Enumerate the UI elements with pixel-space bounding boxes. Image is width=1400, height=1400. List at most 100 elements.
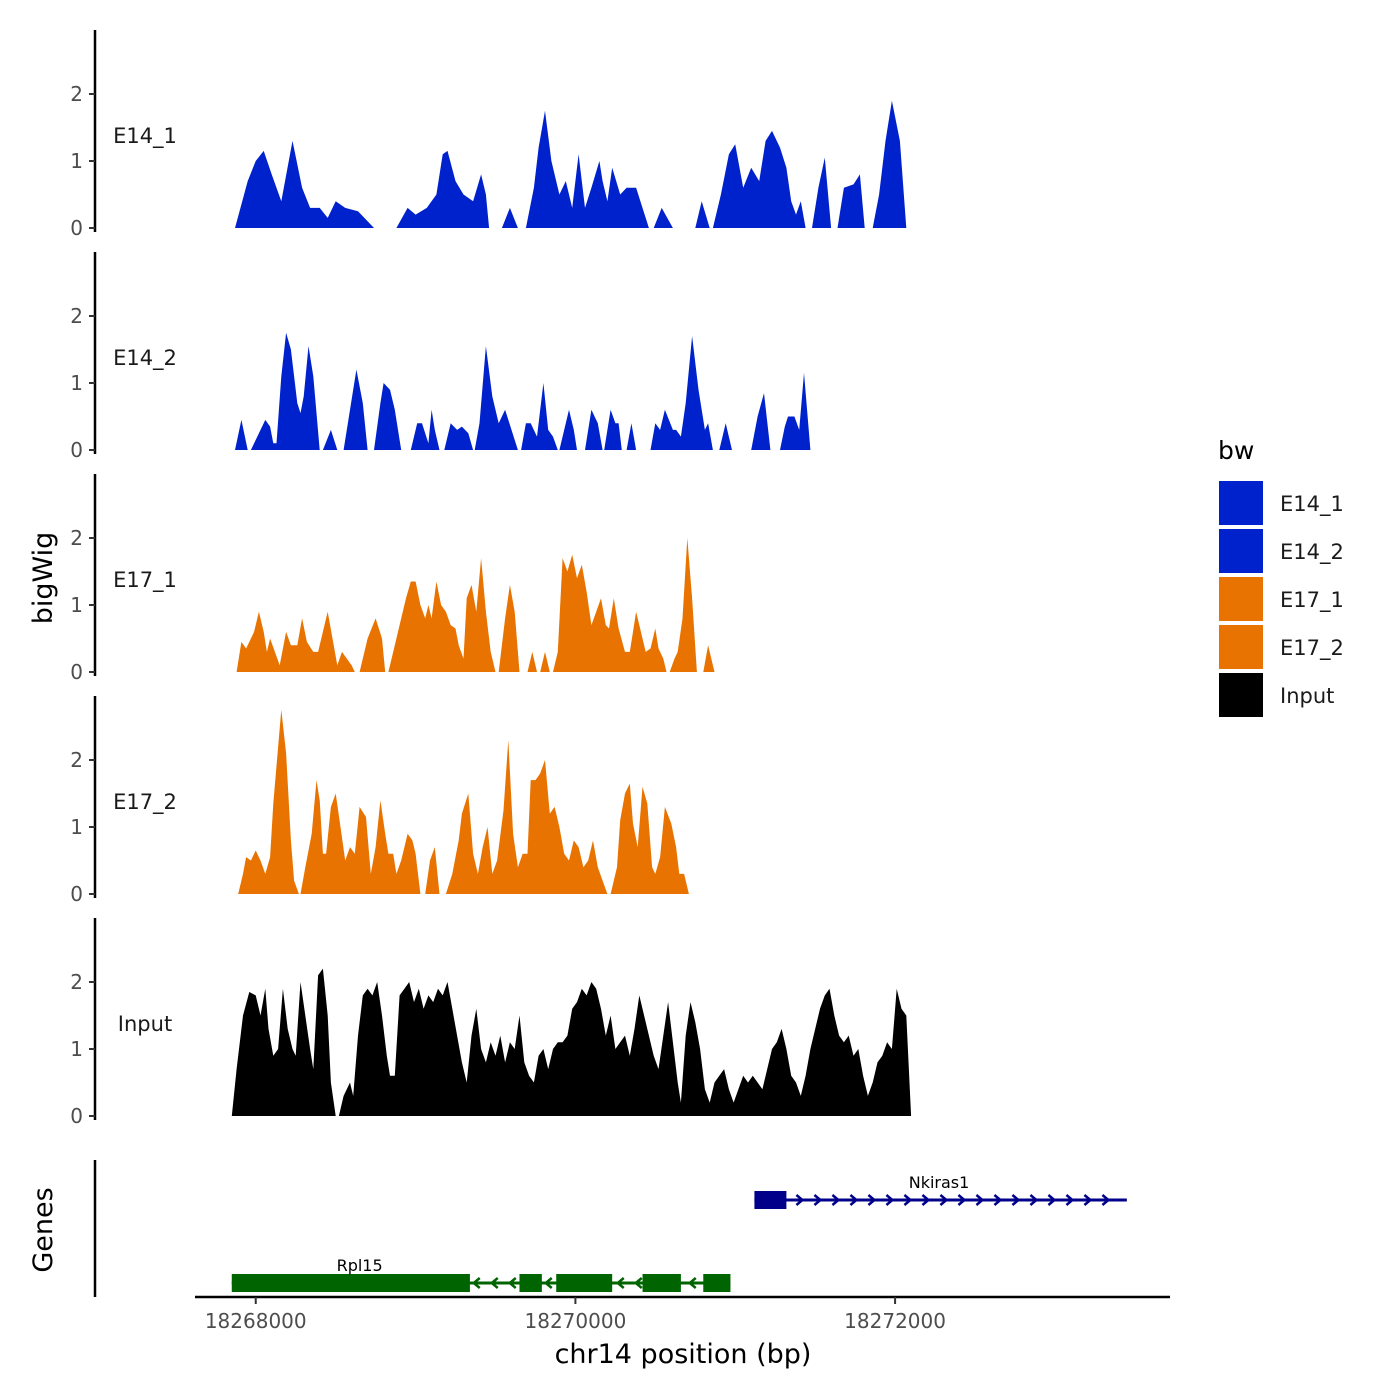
track-e14-2: 0 1 2 E14_2 — [70, 252, 811, 462]
strand-arrow — [1065, 1194, 1075, 1206]
signal-area — [498, 584, 520, 672]
strand-arrow — [1083, 1194, 1093, 1206]
strand-arrow — [903, 1194, 913, 1206]
signal-area — [396, 150, 490, 228]
signal-area — [604, 409, 622, 450]
legend: bw E14_1 E14_2 E17_1 E17_2 Input — [1218, 436, 1344, 717]
y-tick-label: 0 — [70, 1104, 83, 1128]
y-tick-label: 0 — [70, 660, 83, 684]
signal-area — [231, 968, 336, 1116]
exon — [519, 1274, 542, 1292]
signal-area — [445, 739, 608, 894]
x-axis: 18268000 18270000 18272000 — [195, 1295, 1170, 1333]
signal-area — [559, 409, 577, 450]
genes-axis-title: Genes — [28, 1187, 59, 1272]
signal-area — [501, 207, 518, 228]
signal-area — [410, 409, 440, 450]
strand-arrow — [831, 1194, 841, 1206]
signal-area — [653, 207, 673, 228]
y-tick-label: 1 — [70, 815, 83, 839]
track-e14-1: 0 1 2 E14_1 — [70, 30, 907, 240]
signal-area — [525, 110, 649, 228]
exon — [642, 1274, 681, 1292]
strand-arrow — [1047, 1194, 1057, 1206]
x-tick-label: 18268000 — [205, 1309, 307, 1333]
y-tick-label: 2 — [70, 304, 83, 328]
strand-arrow — [543, 1277, 553, 1289]
signal-area — [626, 423, 637, 450]
signal-area — [585, 409, 603, 450]
signal-area — [812, 157, 832, 228]
strand-arrow — [867, 1194, 877, 1206]
track-label: E14_2 — [113, 346, 177, 371]
signal-area — [527, 651, 537, 672]
signal-area — [872, 100, 907, 228]
strand-arrow — [471, 1277, 481, 1289]
signal-area — [338, 982, 912, 1116]
signal-area — [751, 393, 771, 450]
strand-arrow — [795, 1194, 805, 1206]
tracks-layer: 0 1 2 E14_1 0 1 2 E14_2 0 1 2 E17_1 0 1 2 E17_2 0 1 2 Input — [70, 30, 912, 1128]
y-tick-label: 2 — [70, 526, 83, 550]
track-label: E17_1 — [113, 568, 177, 593]
y-tick-label: 1 — [70, 149, 83, 173]
gene-nkiras1: Nkiras1 — [754, 1173, 1127, 1209]
signal-area — [374, 383, 402, 450]
strand-arrow — [1029, 1194, 1039, 1206]
signal-area — [425, 847, 440, 894]
legend-key — [1219, 481, 1263, 525]
y-tick-label: 2 — [70, 748, 83, 772]
signal-area — [610, 783, 689, 894]
gene-label: Rpl15 — [337, 1256, 383, 1275]
strand-arrow — [489, 1277, 499, 1289]
gene-rpl15: Rpl15 — [231, 1256, 731, 1292]
y-tick-label: 2 — [70, 970, 83, 994]
signal-area — [322, 429, 338, 450]
legend-key — [1219, 625, 1263, 669]
track-input: 0 1 2 Input — [70, 918, 912, 1128]
track-e17-2: 0 1 2 E17_2 — [70, 696, 689, 906]
strand-arrow — [1101, 1194, 1111, 1206]
x-tick-label: 18272000 — [844, 1309, 946, 1333]
signal-area — [238, 709, 299, 894]
signal-area — [540, 651, 550, 672]
signal-area — [695, 201, 710, 228]
strand-arrow — [849, 1194, 859, 1206]
track-label: E17_2 — [113, 790, 177, 815]
gene-label: Nkiras1 — [909, 1173, 970, 1192]
strand-arrow — [957, 1194, 967, 1206]
signal-area — [235, 419, 248, 450]
signal-area — [444, 423, 474, 450]
signal-area — [300, 780, 421, 894]
legend-key — [1219, 577, 1263, 621]
signal-area — [669, 538, 697, 672]
signal-area — [712, 130, 806, 228]
signal-area — [837, 174, 865, 228]
y-tick-label: 0 — [70, 216, 83, 240]
y-tick-label: 1 — [70, 371, 83, 395]
y-tick-label: 0 — [70, 438, 83, 462]
signal-area — [703, 645, 715, 672]
legend-title: bw — [1218, 436, 1254, 465]
strand-arrow — [633, 1277, 643, 1289]
y-tick-label: 1 — [70, 1037, 83, 1061]
y-axis-title: bigWig — [28, 532, 59, 625]
signal-area — [650, 336, 713, 450]
legend-label: E14_2 — [1280, 540, 1344, 565]
strand-arrow — [507, 1277, 517, 1289]
signal-area — [235, 140, 374, 228]
exon — [556, 1274, 613, 1292]
strand-arrow — [885, 1194, 895, 1206]
y-tick-label: 1 — [70, 593, 83, 617]
track-e17-1: 0 1 2 E17_1 — [70, 474, 715, 684]
track-label: Input — [118, 1012, 172, 1036]
exon — [754, 1191, 787, 1209]
genes-layer: Rpl15 Nkiras1 — [93, 1160, 1127, 1297]
signal-area — [359, 618, 386, 672]
legend-key — [1219, 673, 1263, 717]
signal-area — [553, 554, 667, 672]
x-tick-label: 18270000 — [525, 1309, 627, 1333]
strand-arrow — [813, 1194, 823, 1206]
strand-arrow — [993, 1194, 1003, 1206]
signal-area — [250, 332, 320, 450]
